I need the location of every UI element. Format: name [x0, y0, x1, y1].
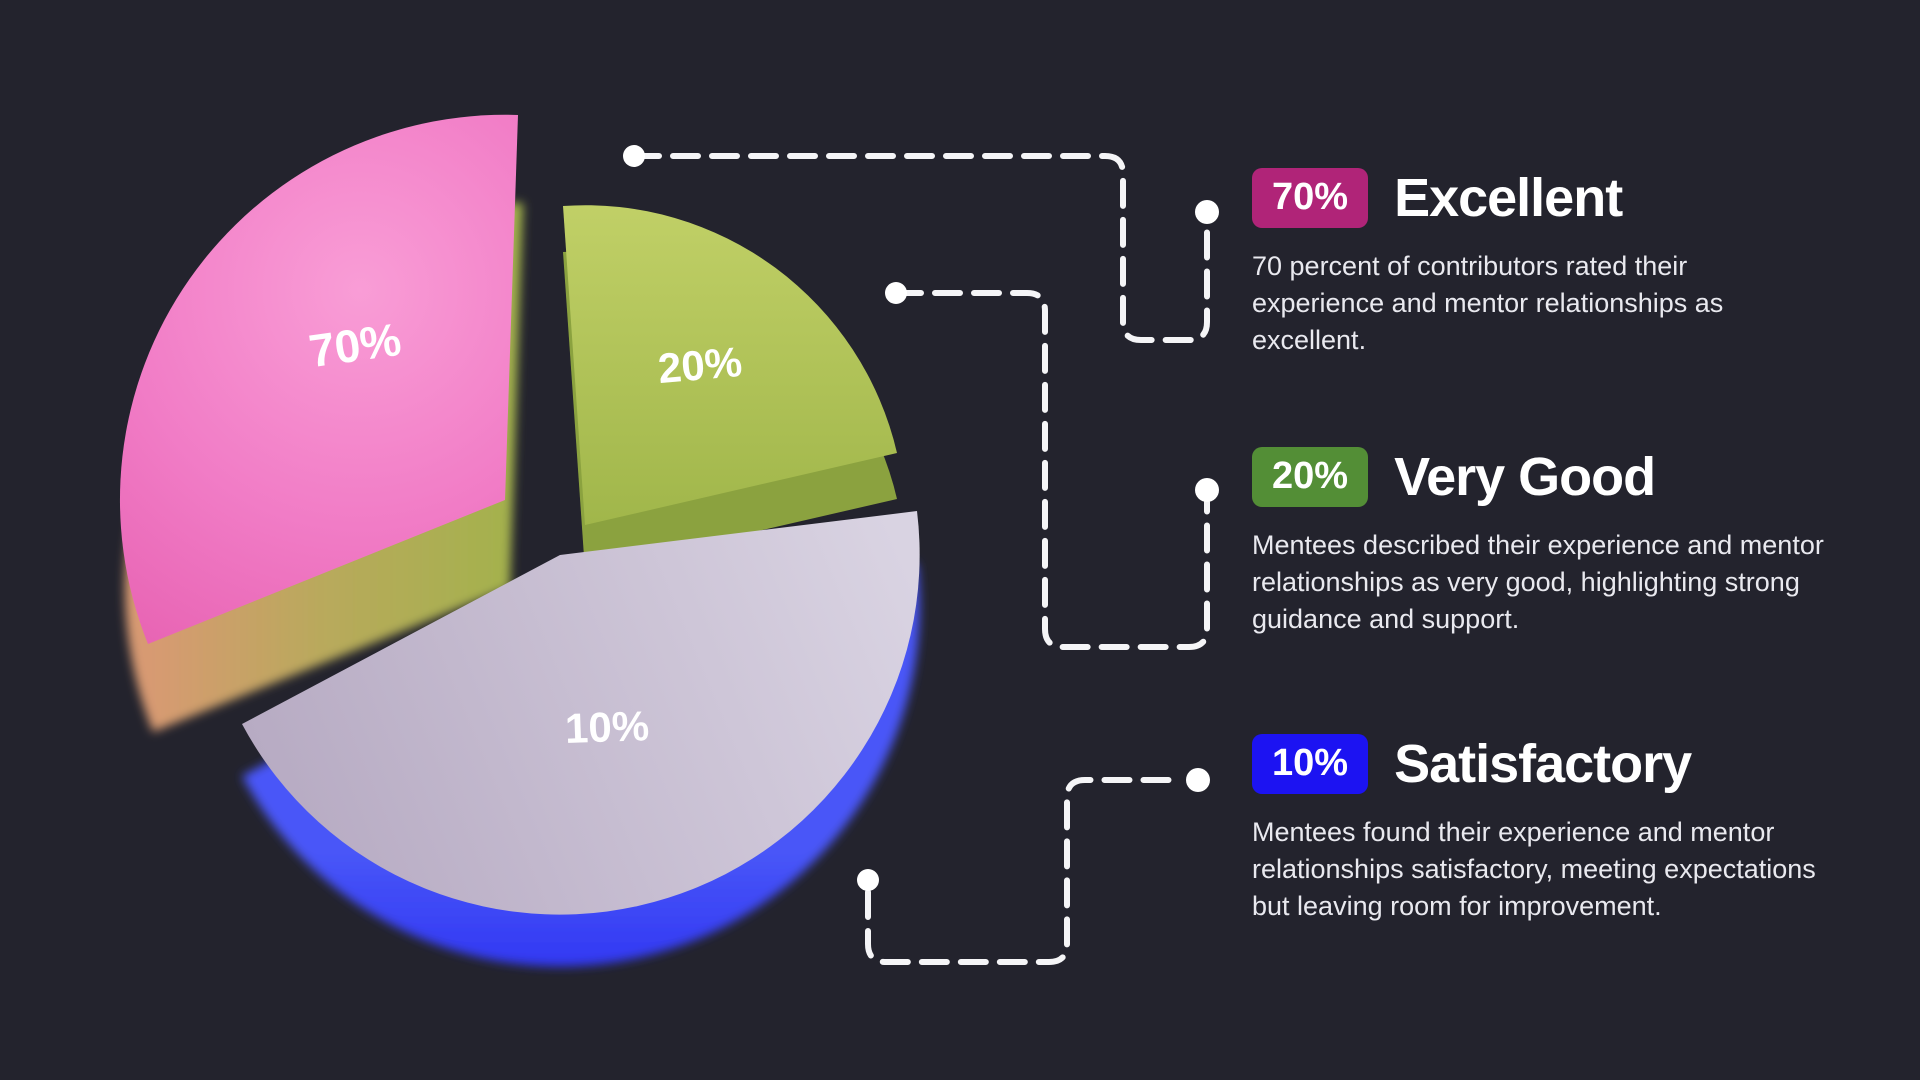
legend-description-very-good: Mentees described their experience and m… [1252, 529, 1824, 634]
connector-satisfactory [865, 777, 1183, 965]
percent-badge-satisfactory: 10% [1252, 734, 1369, 794]
connector-dot [885, 282, 907, 304]
legend-head: 10% Satisfactory [1252, 734, 1892, 794]
legend-head: 70% Excellent [1252, 168, 1892, 228]
connector-dot [857, 869, 879, 891]
connector-dot [1195, 478, 1219, 502]
legend-description-excellent: 70 percent of contributors rated their e… [1252, 250, 1724, 355]
slice-label-excellent: 70% [306, 313, 404, 377]
connectors [623, 145, 1219, 965]
connector-dot [1195, 200, 1219, 224]
pie-slice-very-good [563, 205, 897, 571]
legend-item-very-good: 20% Very Good Mentees described their ex… [1252, 447, 1892, 638]
percent-badge-very-good: 20% [1252, 447, 1369, 507]
pie-chart: 70% 20% 10% [119, 114, 920, 967]
legend-item-satisfactory: 10% Satisfactory Mentees found their exp… [1252, 734, 1892, 925]
connector-very-good [893, 290, 1210, 650]
percent-badge-excellent: 70% [1252, 168, 1369, 228]
legend-title-satisfactory: Satisfactory [1394, 733, 1692, 794]
connector-dot [623, 145, 645, 167]
connector-excellent [631, 153, 1210, 343]
legend-title-very-good: Very Good [1394, 446, 1656, 507]
legend-title-excellent: Excellent [1394, 167, 1623, 228]
legend-head: 20% Very Good [1252, 447, 1892, 507]
connector-dot [1186, 768, 1210, 792]
slice-label-very-good: 20% [656, 338, 744, 392]
slice-label-satisfactory: 10% [564, 702, 650, 752]
connector-dots [623, 145, 1219, 891]
legend-item-excellent: 70% Excellent 70 percent of contributors… [1252, 168, 1892, 359]
legend-description-satisfactory: Mentees found their experience and mento… [1252, 816, 1816, 921]
